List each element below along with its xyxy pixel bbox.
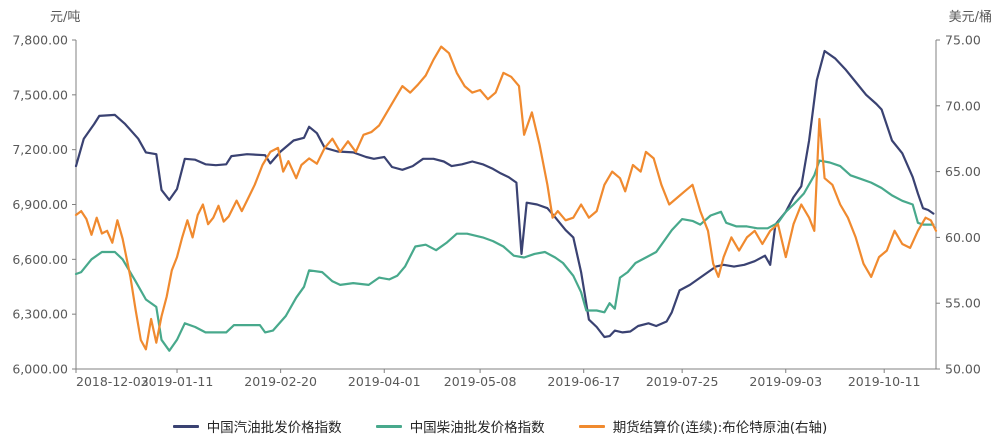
left-tick-label: 6,300.00: [12, 307, 68, 322]
series-line-diesel: [74, 159, 935, 352]
right-tick-label: 75.00: [945, 33, 981, 48]
line-chart: 6,000.00 6,300.00 6,600.00 6,900.00 7,200.00…: [12, 33, 981, 390]
x-tick-label: 2019-09-03: [749, 374, 822, 389]
left-tick-label: 6,900.00: [12, 197, 68, 212]
series-line-brent: [74, 45, 938, 351]
x-tick-label: 2019-02-20: [244, 374, 317, 389]
axes: 6,000.00 6,300.00 6,600.00 6,900.00 7,200.00…: [12, 33, 981, 390]
legend: 中国汽油批发价格指数 中国柴油批发价格指数 期货结算价(连续):布伦特原油(右轴…: [0, 414, 1000, 438]
right-tick-label: 50.00: [945, 362, 981, 377]
left-tick-label: 7,200.00: [12, 142, 68, 157]
right-tick-label: 70.00: [945, 98, 981, 113]
right-tick-label: 65.00: [945, 164, 981, 179]
right-axis-unit: 美元/桶: [948, 10, 992, 25]
right-tick-label: 55.00: [945, 296, 981, 311]
left-tick-label: 6,000.00: [12, 362, 68, 377]
x-tick-label: 2019-01-11: [141, 374, 214, 389]
series-line-gasoline: [74, 49, 935, 339]
left-tick-label: 6,600.00: [12, 252, 68, 267]
right-tick-label: 60.00: [945, 230, 981, 245]
series-group: [74, 45, 938, 352]
left-tick-label: 7,500.00: [12, 87, 68, 102]
left-tick-label: 7,800.00: [12, 33, 68, 48]
legend-label-brent: 期货结算价(连续):布伦特原油(右轴): [612, 420, 828, 436]
x-tick-label: 2019-04-01: [348, 374, 421, 389]
legend-item-gasoline: 中国汽油批发价格指数: [172, 416, 342, 436]
legend-swatch-gasoline: [172, 424, 199, 428]
legend-label-diesel: 中国柴油批发价格指数: [409, 420, 545, 436]
legend-swatch-brent: [578, 424, 605, 428]
x-tick-label: 2019-07-25: [646, 374, 719, 389]
x-tick-label: 2019-06-17: [547, 374, 620, 389]
legend-swatch-diesel: [375, 424, 402, 428]
x-tick-label: 2018-12-03: [76, 374, 149, 389]
x-tick-label: 2019-10-11: [848, 374, 921, 389]
legend-label-gasoline: 中国汽油批发价格指数: [206, 420, 342, 436]
legend-item-diesel: 中国柴油批发价格指数: [375, 416, 545, 436]
legend-item-brent: 期货结算价(连续):布伦特原油(右轴): [578, 416, 828, 436]
left-axis-unit: 元/吨: [50, 10, 81, 25]
x-tick-label: 2019-05-08: [444, 374, 517, 389]
